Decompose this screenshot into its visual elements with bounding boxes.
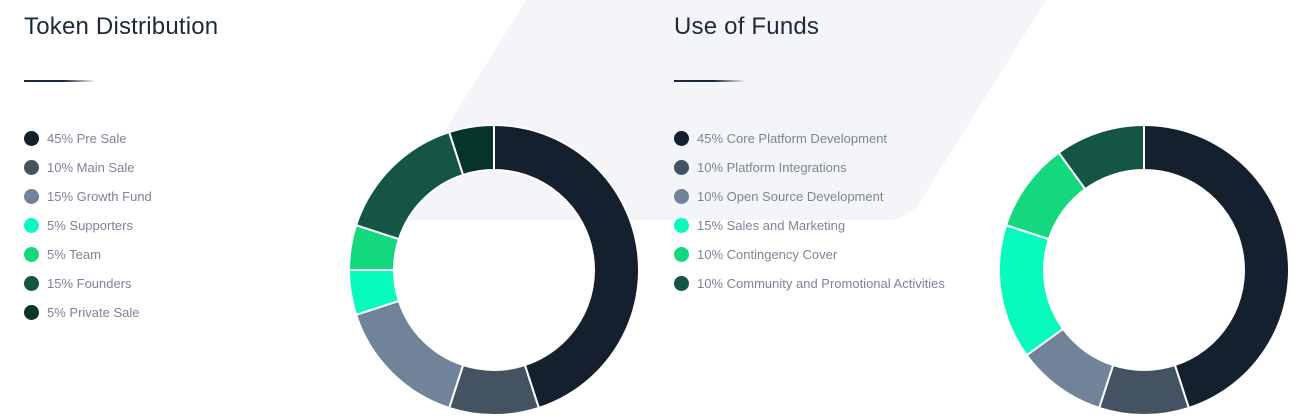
- legend-item: 5% Private Sale: [24, 298, 152, 327]
- legend-swatch: [24, 305, 39, 320]
- legend-label: 10% Open Source Development: [697, 189, 884, 204]
- legend-swatch: [674, 247, 689, 262]
- donut-slice-main-sale: [447, 363, 541, 416]
- legend-item: 10% Main Sale: [24, 153, 152, 182]
- token-distribution-panel: Token Distribution 45% Pre Sale 10% Main…: [0, 0, 650, 416]
- legend-swatch: [674, 276, 689, 291]
- legend-swatch: [674, 218, 689, 233]
- use-of-funds-legend: 45% Core Platform Development 10% Platfo…: [674, 124, 945, 298]
- donut-slice-growth-fund: [354, 299, 465, 410]
- legend-label: 15% Growth Fund: [47, 189, 152, 204]
- donut-slice-sales-and-marketing: [998, 223, 1065, 357]
- legend-item: 10% Open Source Development: [674, 182, 945, 211]
- legend-label: 10% Platform Integrations: [697, 160, 847, 175]
- legend-swatch: [24, 189, 39, 204]
- legend-item: 15% Founders: [24, 269, 152, 298]
- legend-label: 5% Supporters: [47, 218, 133, 233]
- legend-label: 15% Founders: [47, 276, 132, 291]
- legend-swatch: [24, 160, 39, 175]
- legend-swatch: [674, 189, 689, 204]
- legend-label: 5% Team: [47, 247, 101, 262]
- title-underline: [674, 80, 746, 82]
- legend-swatch: [674, 131, 689, 146]
- legend-label: 10% Main Sale: [47, 160, 135, 175]
- legend-label: 5% Private Sale: [47, 305, 140, 320]
- legend-item: 5% Supporters: [24, 211, 152, 240]
- legend-swatch: [674, 160, 689, 175]
- legend-swatch: [24, 276, 39, 291]
- legend-label: 45% Pre Sale: [47, 131, 127, 146]
- use-of-funds-title: Use of Funds: [674, 13, 820, 40]
- donut-slice-private-sale: [447, 123, 495, 177]
- legend-label: 15% Sales and Marketing: [697, 218, 846, 233]
- donut-slice-core-platform-development: [1143, 123, 1290, 410]
- donut-slice-platform-integrations: [1097, 363, 1191, 416]
- legend-label: 45% Core Platform Development: [697, 131, 888, 146]
- legend-item: 10% Community and Promotional Activities: [674, 269, 945, 298]
- legend-item: 45% Core Platform Development: [674, 124, 945, 153]
- donut-slice-founders: [354, 130, 465, 241]
- legend-item: 15% Growth Fund: [24, 182, 152, 211]
- token-distribution-donut-chart: [348, 123, 640, 416]
- token-distribution-legend: 45% Pre Sale 10% Main Sale 15% Growth Fu…: [24, 124, 152, 327]
- legend-item: 45% Pre Sale: [24, 124, 152, 153]
- token-distribution-title: Token Distribution: [24, 13, 219, 40]
- title-underline: [24, 80, 96, 82]
- legend-swatch: [24, 131, 39, 146]
- legend-item: 15% Sales and Marketing: [674, 211, 945, 240]
- use-of-funds-donut-chart: [998, 123, 1290, 416]
- donut-slice-pre-sale: [493, 123, 640, 410]
- legend-label: 10% Community and Promotional Activities: [697, 276, 945, 291]
- legend-item: 10% Platform Integrations: [674, 153, 945, 182]
- donut-slice-community-and-promotional-activities: [1057, 123, 1145, 191]
- legend-label: 10% Contingency Cover: [697, 247, 838, 262]
- legend-swatch: [24, 218, 39, 233]
- use-of-funds-panel: Use of Funds 45% Core Platform Developme…: [650, 0, 1314, 416]
- legend-swatch: [24, 247, 39, 262]
- legend-item: 10% Contingency Cover: [674, 240, 945, 269]
- legend-item: 5% Team: [24, 240, 152, 269]
